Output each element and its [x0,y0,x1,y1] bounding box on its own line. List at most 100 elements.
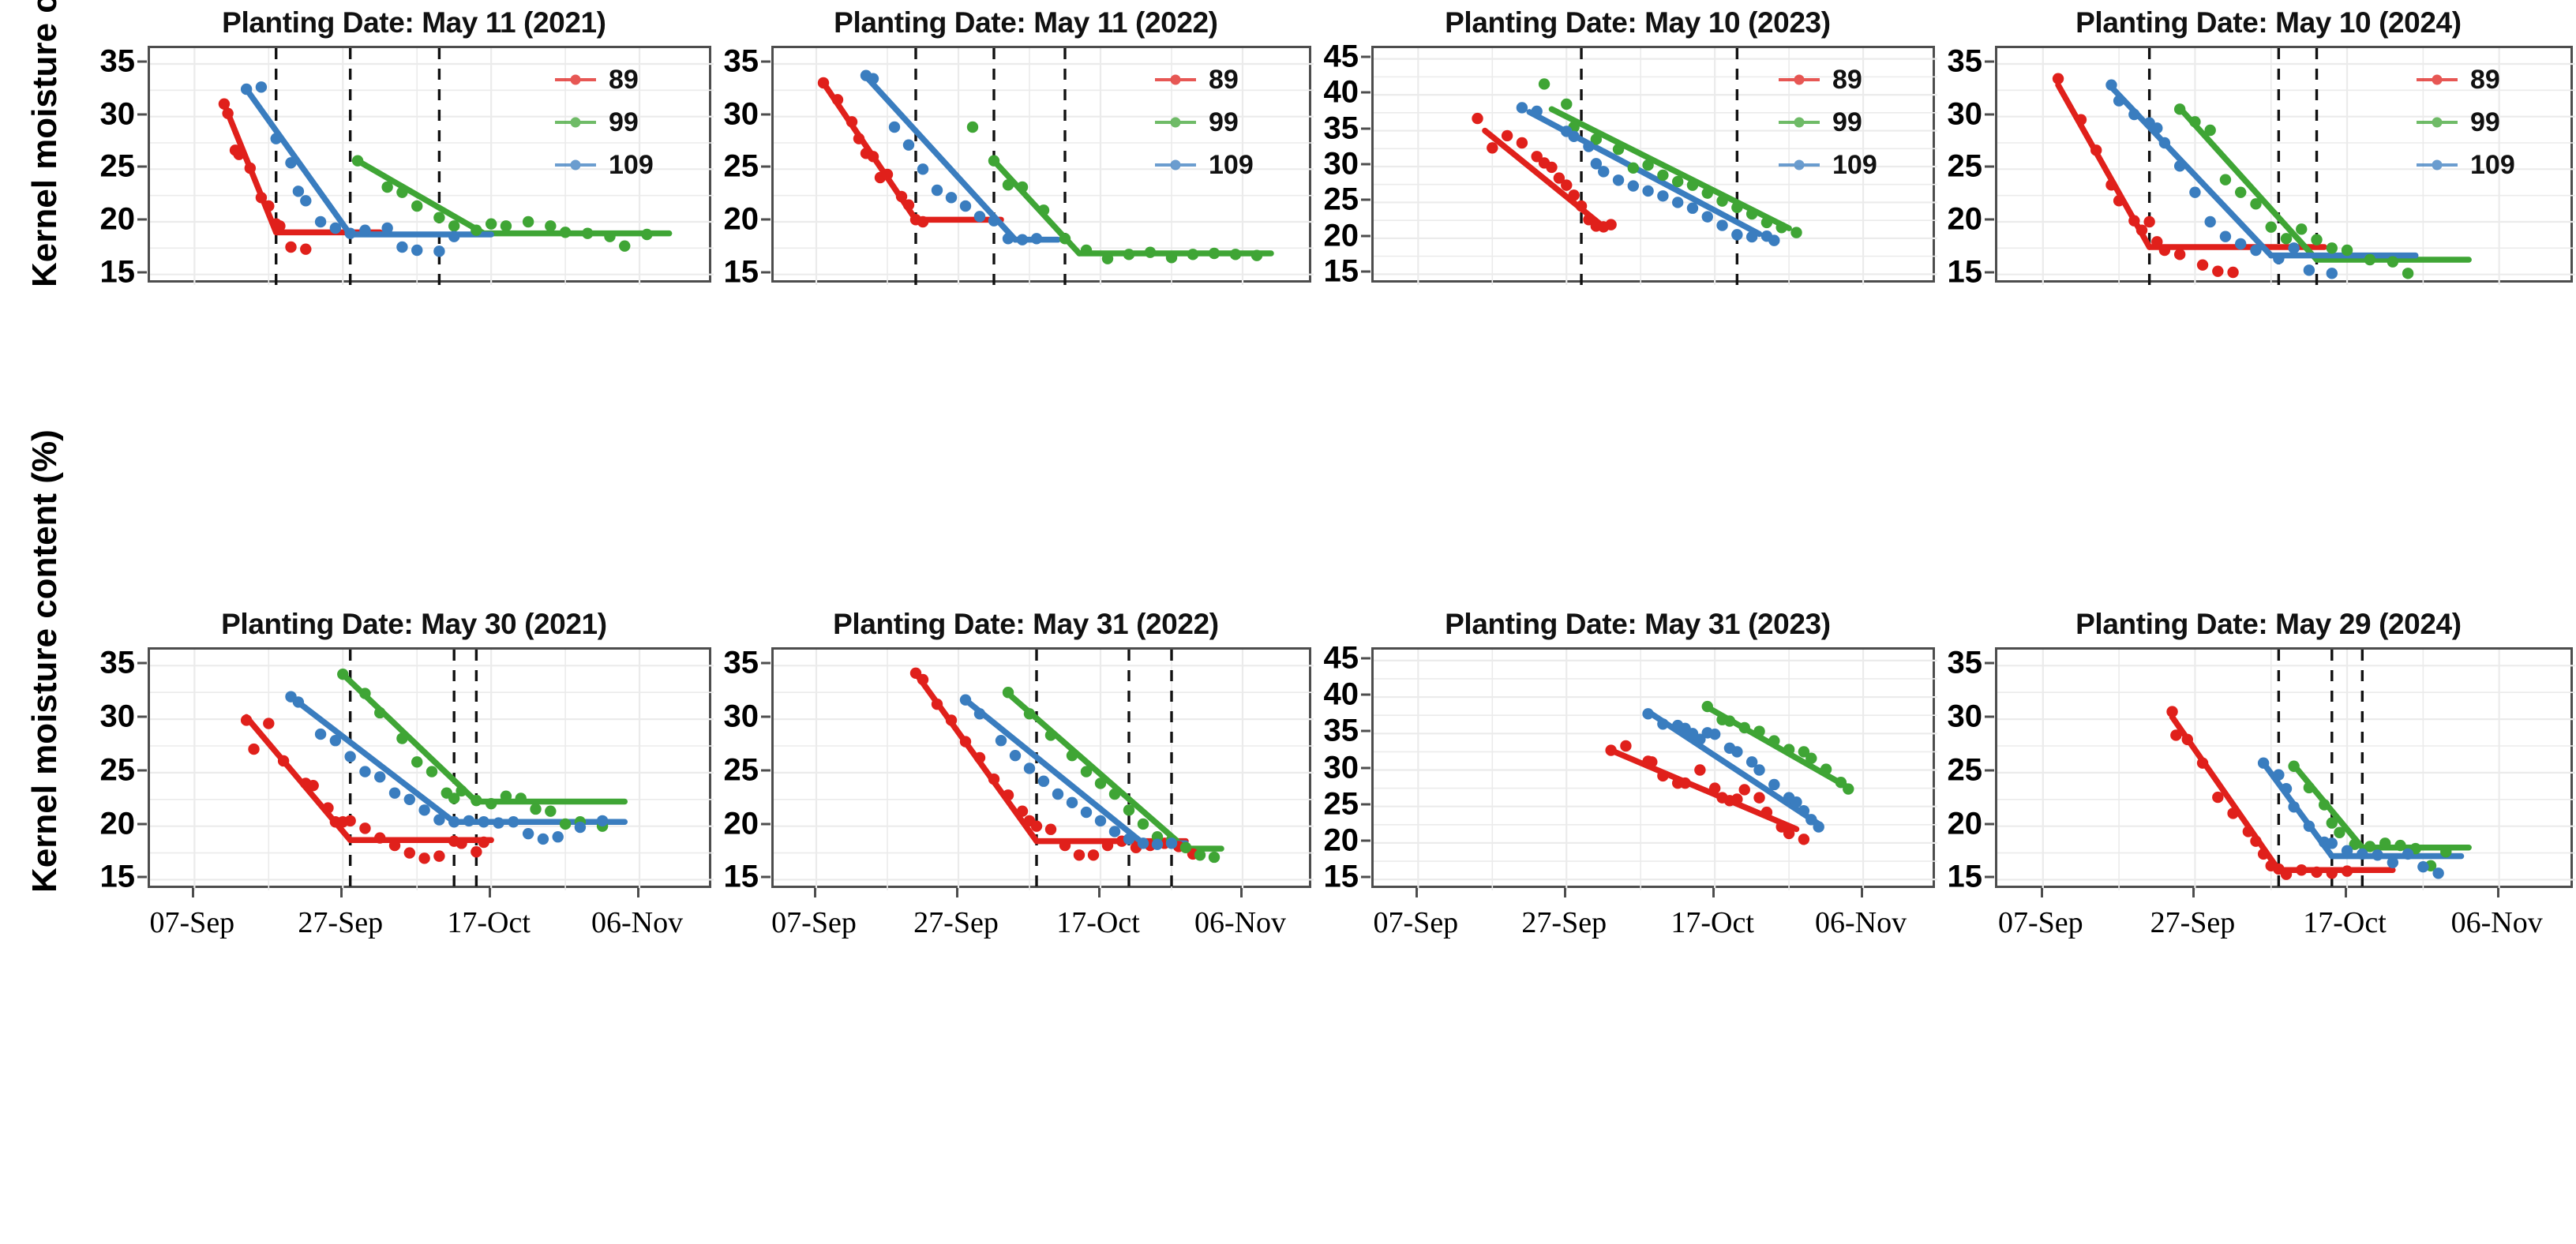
data-point-89 [240,714,253,726]
data-point-109 [381,222,393,234]
data-point-89 [218,98,231,110]
data-point-109 [1002,233,1014,245]
data-point-109 [448,816,460,828]
legend-line-99 [555,117,596,128]
data-point-99 [471,224,482,236]
data-point-99 [1023,708,1036,720]
data-point-89 [2196,757,2209,769]
x-tick-mark [1712,888,1715,897]
data-point-99 [1775,222,1787,234]
data-point-109 [917,163,929,175]
data-point-89 [2341,865,2353,877]
data-point-99 [1783,744,1795,755]
x-tick-label: 27-Sep [1521,906,1607,939]
legend-dot-109 [1794,159,1805,170]
data-point-109 [945,192,958,204]
legend-line-99 [2417,117,2458,128]
data-point-89 [959,736,972,748]
legend-item-99[interactable]: 99 [1155,109,1239,136]
data-point-99 [1561,98,1573,111]
data-point-109 [2204,215,2216,228]
data-point-89 [418,852,430,864]
legend-item-99[interactable]: 99 [555,109,639,136]
data-point-109 [1137,837,1149,849]
y-tick-mark [761,60,771,63]
y-tick-mark [137,218,147,221]
data-point-89 [1553,172,1565,184]
legend-item-109[interactable]: 109 [555,152,654,178]
data-point-109 [2432,867,2444,879]
data-point-109 [1657,718,1669,730]
y-tick-label: 25 [99,752,136,788]
legend-item-109[interactable]: 109 [1779,152,1877,178]
data-point-89 [244,162,257,174]
data-point-89 [1583,214,1595,226]
y-tick-label: 30 [1323,750,1359,785]
data-point-89 [374,832,386,844]
legend-item-89[interactable]: 89 [1779,66,1862,93]
data-point-99 [2440,846,2452,858]
data-point-89 [2173,249,2186,260]
data-point-99 [1108,788,1121,800]
data-point-109 [2273,769,2285,781]
y-tick-label: 30 [99,699,136,734]
y-tick-mark [137,60,147,63]
data-point-89 [1731,793,1743,805]
legend-item-89[interactable]: 89 [2417,66,2500,93]
legend-item-99[interactable]: 99 [2417,109,2500,136]
y-tick-mark [1985,661,1994,665]
data-point-89 [988,773,1000,785]
data-point-99 [500,220,512,232]
legend-item-109[interactable]: 109 [2417,152,2515,178]
data-point-99 [485,798,497,810]
plot-canvas [774,48,1314,285]
data-point-89 [337,816,349,828]
data-point-99 [2288,760,2300,772]
data-point-109 [314,728,327,740]
data-point-99 [641,228,653,241]
data-point-89 [1620,740,1632,752]
plot-canvas [1997,650,2575,890]
data-point-89 [2250,835,2262,847]
data-point-109 [552,831,564,843]
data-point-89 [2151,236,2163,248]
data-point-109 [1590,158,1603,170]
y-tick-label: 35 [1323,713,1359,748]
data-point-99 [396,733,408,744]
legend-item-89[interactable]: 89 [1155,66,1239,93]
data-point-99 [1723,715,1736,727]
y-tick-label: 30 [99,96,136,132]
legend-line-89 [2417,74,2458,85]
x-tick-label: 27-Sep [913,906,999,939]
legend-item-109[interactable]: 109 [1155,152,1254,178]
data-point-89 [274,220,286,232]
data-point-109 [463,815,475,827]
legend: 89 99 109 [2417,66,2551,185]
data-point-89 [1087,849,1100,861]
legend-item-99[interactable]: 99 [1779,109,1862,136]
data-point-89 [1798,834,1810,845]
x-tick-mark [340,888,343,897]
legend-dot-109 [1170,159,1181,170]
data-point-99 [2349,838,2360,850]
data-point-89 [2227,266,2239,279]
data-point-99 [2326,817,2338,829]
y-tick-mark [137,715,147,718]
y-tick-mark [761,165,771,168]
data-point-99 [1044,729,1057,741]
y-tick-label: 30 [723,699,759,734]
y-tick-mark [1985,271,1994,274]
data-point-99 [2387,256,2399,268]
y-tick-label: 15 [723,254,759,290]
panel-title: Planting Date: May 29 (2024) [2075,608,2462,640]
data-point-109 [1023,763,1036,774]
data-point-99 [374,706,386,719]
fit-line-99 [2177,105,2320,263]
data-point-109 [1731,229,1743,241]
legend-item-89[interactable]: 89 [555,66,639,93]
data-point-99 [1671,175,1684,188]
y-tick-label: 25 [1947,148,1983,184]
data-point-109 [411,244,423,257]
y-tick-label: 30 [723,96,759,132]
data-point-99 [1760,216,1773,229]
